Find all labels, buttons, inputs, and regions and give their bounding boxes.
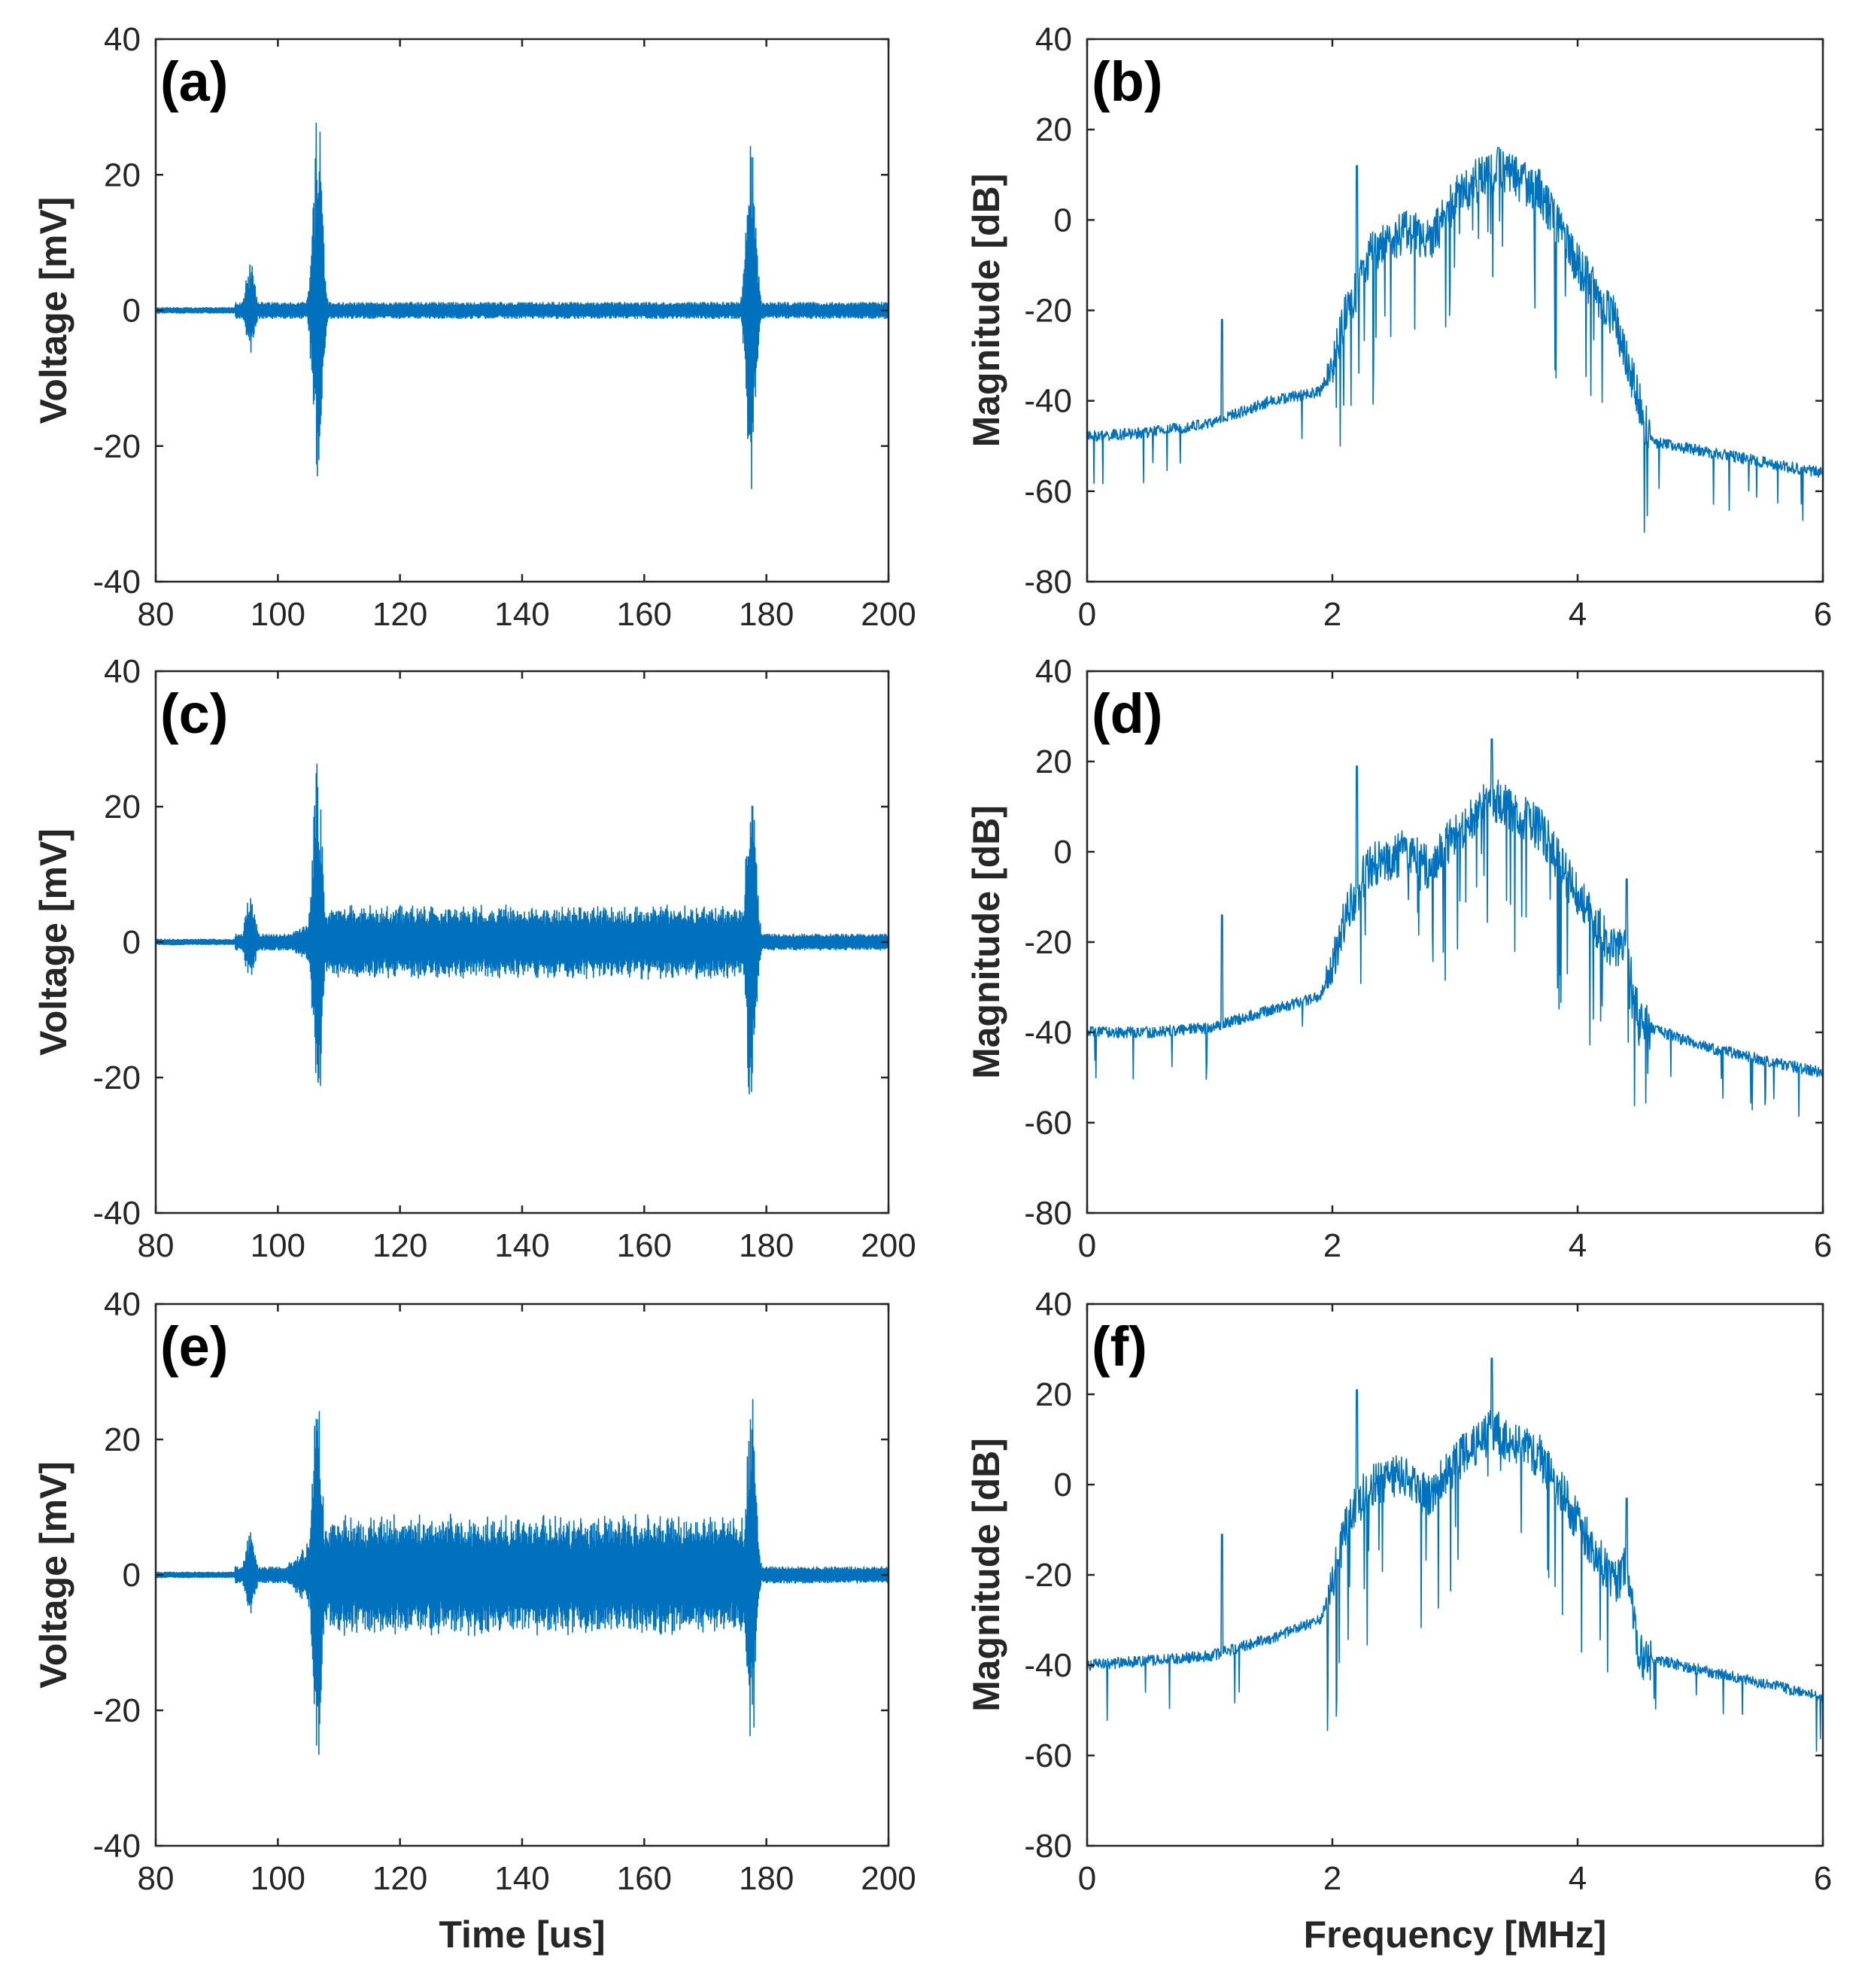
panel-label-e: (e)	[160, 1315, 228, 1378]
y-axis-label-b: Magnitude [dB]	[965, 174, 1007, 448]
y-tick-label-c: 0	[123, 924, 141, 961]
y-tick-label-f: 40	[1035, 1286, 1072, 1323]
y-axis-label-c: Voltage [mV]	[32, 828, 74, 1056]
x-tick-label-d: 0	[1078, 1227, 1096, 1264]
panel-b: 0 2 4 6 -80 -60 -40 -20 0 20 40 (b) Magnitude [dB]	[965, 21, 1832, 633]
series-line-a	[156, 122, 888, 489]
y-tick-label-a: 40	[104, 21, 141, 58]
x-tick-label-c: 160	[617, 1227, 672, 1264]
y-tick-label-c: 20	[104, 789, 141, 825]
x-tick-label-d: 4	[1569, 1227, 1587, 1264]
y-tick-label-a: -40	[93, 564, 141, 600]
x-tick-label-a: 80	[138, 596, 175, 633]
x-tick-label-b: 2	[1323, 596, 1341, 633]
panel-label-f: (f)	[1092, 1315, 1147, 1378]
y-tick-label-c: -20	[93, 1059, 141, 1096]
x-tick-label-a: 160	[617, 596, 672, 633]
y-tick-label-b: -80	[1024, 564, 1072, 600]
x-tick-label-e: 180	[739, 1860, 794, 1897]
y-tick-label-e: 40	[104, 1286, 141, 1323]
panel-f: 0 2 4 6 -80 -60 -40 -20 0 20 40 (f) Magnitude [dB] Fr…	[965, 1286, 1832, 1956]
x-tick-label-b: 6	[1814, 596, 1832, 633]
y-tick-label-b: 0	[1054, 202, 1072, 239]
y-tick-label-d: -40	[1024, 1014, 1072, 1051]
x-tick-label-f: 6	[1814, 1860, 1832, 1897]
x-tick-label-a: 100	[251, 596, 305, 633]
x-axis-label-e: Time [us]	[439, 1914, 605, 1956]
panel-e: 80 100 120 140 160 180 200 -40 -20 0 20 40 (e) Voltag…	[32, 1286, 916, 1956]
y-tick-label-e: -40	[93, 1828, 141, 1865]
x-tick-label-f: 4	[1569, 1860, 1587, 1897]
y-tick-label-c: 40	[104, 653, 141, 690]
y-axis-label-f: Magnitude [dB]	[965, 1438, 1007, 1712]
y-axis-label-a: Voltage [mV]	[32, 197, 74, 424]
y-tick-label-a: -20	[93, 428, 141, 465]
x-tick-label-a: 120	[372, 596, 427, 633]
x-tick-label-e: 200	[861, 1860, 916, 1897]
y-axis-label-e: Voltage [mV]	[32, 1461, 74, 1689]
x-tick-label-e: 140	[494, 1860, 549, 1897]
y-tick-label-d: -60	[1024, 1105, 1072, 1141]
y-tick-label-b: -40	[1024, 383, 1072, 420]
series-line-c	[156, 763, 888, 1095]
y-tick-label-f: 0	[1054, 1467, 1072, 1503]
y-tick-label-f: -80	[1024, 1828, 1072, 1865]
y-tick-label-e: -20	[93, 1692, 141, 1729]
x-tick-label-c: 120	[372, 1227, 427, 1264]
y-tick-label-d: 40	[1035, 653, 1072, 690]
x-tick-label-c: 180	[739, 1227, 794, 1264]
x-tick-label-f: 2	[1323, 1860, 1341, 1897]
y-tick-label-d: -20	[1024, 924, 1072, 961]
series-line-b	[1087, 147, 1823, 533]
y-tick-label-f: -40	[1024, 1647, 1072, 1684]
x-tick-label-c: 100	[251, 1227, 305, 1264]
y-tick-label-b: -20	[1024, 293, 1072, 330]
x-tick-label-e: 120	[372, 1860, 427, 1897]
y-tick-label-d: -80	[1024, 1195, 1072, 1232]
x-tick-label-c: 80	[138, 1227, 175, 1264]
series-line-f	[1087, 1357, 1823, 1752]
panel-label-a: (a)	[160, 50, 228, 113]
y-tick-label-f: 20	[1035, 1376, 1072, 1413]
panel-c: 80 100 120 140 160 180 200 -40 -20 0 20 40 (c) Voltag…	[32, 653, 916, 1264]
panel-a: 80 100 120 140 160 180 200 -40 -20 0 20 40 (a) Voltag…	[32, 21, 916, 633]
x-tick-label-e: 80	[138, 1860, 175, 1897]
y-tick-label-a: 0	[123, 293, 141, 330]
x-tick-label-a: 200	[861, 596, 916, 633]
series-line-d	[1087, 738, 1823, 1117]
y-tick-label-d: 0	[1054, 834, 1072, 871]
y-tick-label-f: -60	[1024, 1737, 1072, 1774]
y-tick-label-b: -60	[1024, 473, 1072, 510]
x-tick-label-b: 4	[1569, 596, 1587, 633]
x-tick-label-f: 0	[1078, 1860, 1096, 1897]
x-tick-label-e: 100	[251, 1860, 305, 1897]
panel-label-c: (c)	[160, 682, 228, 745]
panel-label-b: (b)	[1092, 50, 1163, 113]
x-tick-label-a: 180	[739, 596, 794, 633]
y-tick-label-e: 0	[123, 1557, 141, 1594]
y-tick-label-b: 40	[1035, 21, 1072, 58]
series-line-e	[156, 1399, 888, 1755]
y-tick-label-e: 20	[104, 1421, 141, 1458]
y-tick-label-a: 20	[104, 157, 141, 193]
y-tick-label-b: 20	[1035, 111, 1072, 148]
x-axis-label-f: Frequency [MHz]	[1304, 1914, 1607, 1956]
y-tick-label-c: -40	[93, 1195, 141, 1232]
x-tick-label-c: 200	[861, 1227, 916, 1264]
panel-label-d: (d)	[1092, 682, 1163, 745]
panel-d: 0 2 4 6 -80 -60 -40 -20 0 20 40 (d) Magnitude [dB]	[965, 653, 1832, 1264]
x-tick-label-b: 0	[1078, 596, 1096, 633]
x-tick-label-d: 6	[1814, 1227, 1832, 1264]
x-tick-label-d: 2	[1323, 1227, 1341, 1264]
y-tick-label-f: -20	[1024, 1557, 1072, 1594]
x-tick-label-a: 140	[494, 596, 549, 633]
y-tick-label-d: 20	[1035, 743, 1072, 780]
y-axis-label-d: Magnitude [dB]	[965, 805, 1007, 1079]
x-tick-label-c: 140	[494, 1227, 549, 1264]
x-tick-label-e: 160	[617, 1860, 672, 1897]
